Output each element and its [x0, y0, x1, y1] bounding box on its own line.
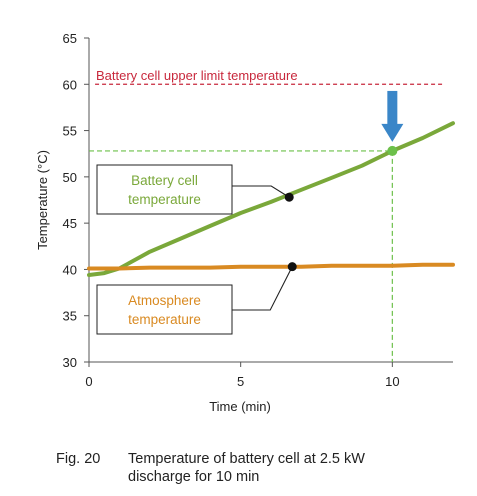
- chart-series: [87, 121, 455, 277]
- atmosphere-annotation-line2: temperature: [128, 312, 201, 327]
- x-tick-label: 0: [85, 374, 92, 389]
- atmosphere-temperature-line: [87, 262, 455, 271]
- y-tick-label: 35: [63, 309, 77, 324]
- y-tick-label: 45: [63, 216, 77, 231]
- y-tick-label: 30: [63, 355, 77, 370]
- battery-annotation-line1: Battery cell: [131, 173, 198, 188]
- annotation-point: [287, 262, 297, 272]
- ten-minute-marker: [387, 145, 398, 156]
- arrow-down-icon: [381, 123, 404, 142]
- x-axis-label: Time (min): [209, 399, 271, 414]
- annotation-point: [284, 192, 294, 202]
- atmosphere-annotation-box: [96, 284, 233, 335]
- y-tick-label: 60: [63, 77, 77, 92]
- arrow-shaft-icon: [387, 90, 398, 125]
- y-tick-label: 65: [63, 31, 77, 46]
- caption-line-2: discharge for 10 min: [128, 469, 260, 485]
- y-tick-label: 55: [63, 124, 77, 139]
- upper-limit-label: Battery cell upper limit temperature: [96, 68, 298, 83]
- annotation-leader-line: [232, 185, 290, 198]
- battery-cell-temperature-line: [87, 121, 455, 277]
- y-tick-label: 40: [63, 262, 77, 277]
- caption-line-1: Temperature of battery cell at 2.5 kW: [128, 451, 365, 467]
- chart-annotations: [232, 90, 404, 311]
- chart-axes: 30 35 40 45 50 55 60 65 0 5 10: [63, 31, 453, 389]
- figure-number: Fig. 20: [56, 451, 101, 467]
- annotation-leader-line: [232, 266, 293, 311]
- y-axis-label: Temperature (°C): [35, 150, 50, 250]
- atmosphere-annotation-line1: Atmosphere: [128, 293, 201, 308]
- x-tick-label: 5: [237, 374, 244, 389]
- reference-lines: [89, 83, 444, 362]
- temperature-chart: 30 35 40 45 50 55 60 65 0 5 10 Battery cell upper …: [35, 31, 455, 414]
- y-tick-label: 50: [63, 170, 77, 185]
- x-tick-label: 10: [385, 374, 399, 389]
- battery-annotation-line2: temperature: [128, 192, 201, 207]
- battery-annotation-box: [96, 164, 233, 215]
